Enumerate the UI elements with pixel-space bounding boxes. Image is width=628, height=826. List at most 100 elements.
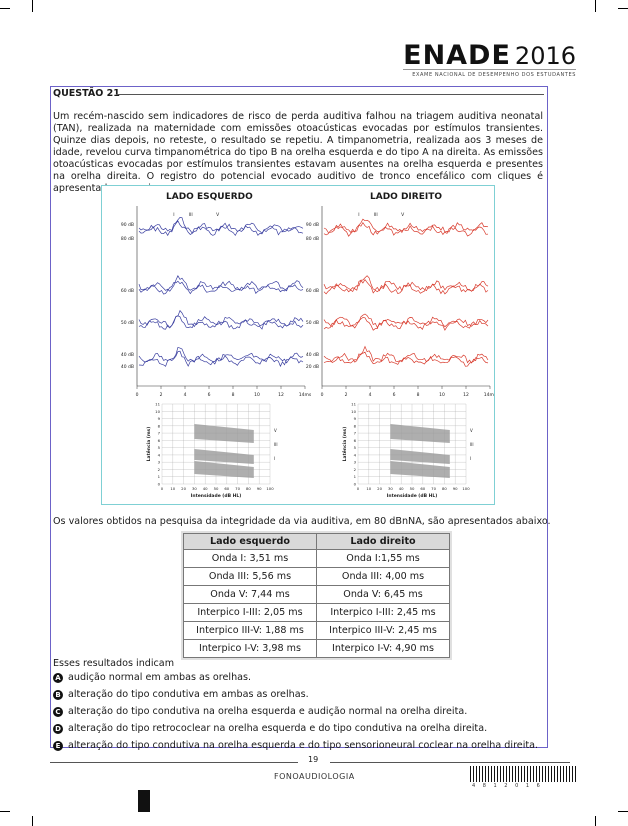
x-tick-label: 20 <box>181 486 186 491</box>
question-frame <box>50 86 548 748</box>
page-number: 19 <box>308 755 319 764</box>
cell-right: Onda I:1,55 ms <box>316 549 450 568</box>
band-label: I <box>274 456 275 461</box>
barcode-bar <box>560 766 561 782</box>
course-name: FONOAUDIOLOGIA <box>274 772 355 781</box>
y-tick-label: 7 <box>158 431 161 436</box>
latency-x-label: Intensidade (dB HL) <box>191 493 242 499</box>
x-tick-label: 0 <box>357 486 360 491</box>
normative-band <box>390 424 450 443</box>
results-table: Lado esquerdo Lado direito Onda I: 3,51 … <box>183 533 450 658</box>
barcode-bar <box>536 766 537 782</box>
waveform-trace <box>138 217 304 234</box>
table-row: Interpico I-III: 2,05 ms Interpico I-III:… <box>183 603 450 622</box>
x-tick-label: 60 <box>224 486 229 491</box>
barcode-bar <box>569 766 570 782</box>
x-tick-label: 50 <box>410 486 415 491</box>
option-letter-bubble: B <box>53 689 63 700</box>
y-tick-label: 3 <box>158 460 161 465</box>
crop-mark <box>595 816 596 826</box>
cell-right: Interpico III-V: 2,45 ms <box>316 621 450 640</box>
trace-level-label: 50 dB <box>306 320 319 326</box>
x-tick-label: 60 <box>420 486 425 491</box>
crop-mark <box>0 8 10 9</box>
barcode-bar <box>479 766 480 782</box>
exam-brand: ENADE 2016 EXAME NACIONAL DE DESEMPENHO D… <box>403 40 576 78</box>
barcode-bar <box>557 766 558 782</box>
table-row: Onda III: 5,56 ms Onda III: 4,00 ms <box>183 567 450 586</box>
latency-y-label: Latência (ms) <box>145 427 152 462</box>
table-header-right: Lado direito <box>316 533 450 550</box>
wave-peak-label: I <box>173 212 174 218</box>
barcode-bar <box>527 766 528 782</box>
barcode-bar <box>551 766 552 782</box>
cell-left: Interpico III-V: 1,88 ms <box>183 621 317 640</box>
trace-level-label: 80 dB <box>121 236 134 242</box>
y-tick-label: 10 <box>351 409 356 414</box>
barcode-bar <box>491 766 492 782</box>
latency-y-label: Latência (ms) <box>341 427 348 462</box>
x-tick-label: 50 <box>214 486 219 491</box>
cell-right: Interpico I-V: 4,90 ms <box>316 639 450 658</box>
barcode-bar <box>572 766 573 782</box>
x-tick-label: 12 <box>278 392 284 398</box>
x-tick-label: 14ms <box>299 392 312 398</box>
barcode-bar <box>476 766 477 782</box>
x-tick-label: 40 <box>203 486 208 491</box>
cell-right: Onda V: 6,45 ms <box>316 585 450 604</box>
band-label: III <box>274 442 278 447</box>
trace-level-label: 90 dB <box>121 222 134 228</box>
trace-level-label: 50 dB <box>121 320 134 326</box>
x-tick-label: 20 <box>377 486 382 491</box>
wave-peak-label: V <box>216 212 220 218</box>
x-tick-label: 10 <box>439 392 445 398</box>
cell-left: Onda III: 5,56 ms <box>183 567 317 586</box>
y-tick-label: 8 <box>158 423 161 428</box>
option-text: audição normal em ambas as orelhas. <box>68 672 252 683</box>
y-tick-label: 11 <box>351 402 356 407</box>
barcode-digits: 4 8 1 2 0 1 6 <box>472 783 543 789</box>
x-tick-label: 14ms <box>484 392 494 398</box>
y-tick-label: 0 <box>158 482 161 487</box>
normative-band <box>194 449 254 464</box>
abr-figure: LADO ESQUERDO LADO DIREITO 0 2 4 6 8 10 12 14ms… <box>101 185 495 505</box>
barcode-bar <box>566 766 567 782</box>
table-header-left: Lado esquerdo <box>183 533 317 550</box>
y-tick-label: 9 <box>354 416 357 421</box>
cell-right: Onda III: 4,00 ms <box>316 567 450 586</box>
registration-mark <box>138 790 150 812</box>
normative-band <box>194 461 254 478</box>
answers-lead: Esses resultados indicam <box>53 658 175 669</box>
x-tick-label: 0 <box>136 392 139 398</box>
trace-level-label: 80 dB <box>306 236 319 242</box>
option-text: alteração do tipo condutiva na orelha es… <box>68 706 468 717</box>
y-tick-label: 1 <box>354 474 357 479</box>
barcode-bar <box>512 766 513 782</box>
crop-mark <box>595 0 596 12</box>
x-tick-label: 30 <box>192 486 197 491</box>
x-tick-label: 90 <box>453 486 458 491</box>
barcode-bar <box>554 766 555 782</box>
waveform-trace <box>323 275 489 292</box>
waveform-trace <box>138 275 304 292</box>
band-label: I <box>470 456 471 461</box>
x-tick-label: 6 <box>393 392 396 398</box>
barcode-bar <box>497 766 498 782</box>
waveform-trace <box>138 220 304 237</box>
crop-mark <box>0 811 10 812</box>
x-tick-label: 10 <box>366 486 371 491</box>
title-rule <box>116 94 544 95</box>
cell-right: Interpico I-III: 2,45 ms <box>316 603 450 622</box>
latency-x-label: Intensidade (dB HL) <box>387 493 438 499</box>
waveform-trace <box>323 345 489 364</box>
option-text: alteração do tipo condutiva na orelha es… <box>68 740 539 751</box>
trace-level-label: 20 dB <box>306 364 319 370</box>
barcode-bar <box>515 766 516 782</box>
barcode-bar <box>542 766 543 782</box>
